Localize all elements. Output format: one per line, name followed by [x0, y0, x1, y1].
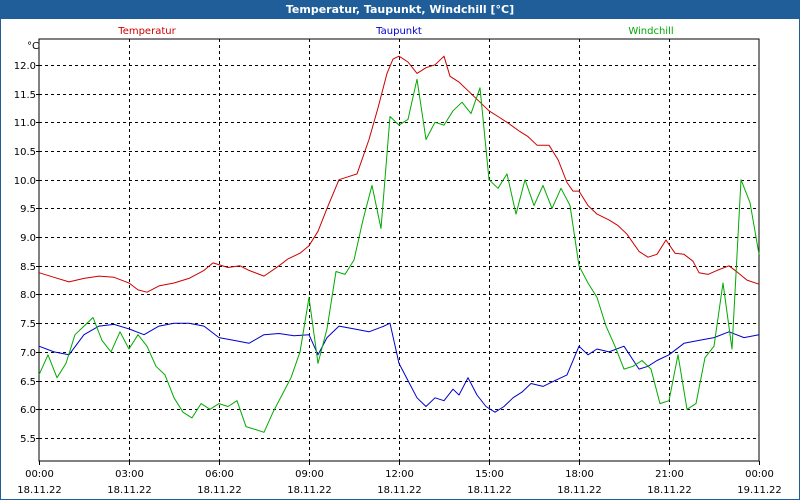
y-tick-label: 8.0 — [20, 290, 36, 301]
x-tick-time-label: 00:00 — [25, 469, 54, 480]
y-tick-label: 9.5 — [20, 204, 36, 215]
x-tick-date-label: 18.11.22 — [287, 485, 332, 496]
y-tick-label: 7.0 — [20, 348, 36, 359]
series-line-temperatur — [38, 55, 760, 293]
legend-entry-taupunkt: Taupunkt — [375, 26, 422, 37]
y-tick-label: 8.5 — [20, 262, 36, 273]
x-tick-time-label: 00:00 — [745, 469, 774, 480]
x-tick-date-label: 18.11.22 — [467, 485, 512, 496]
x-tick-date-label: 18.11.22 — [107, 485, 152, 496]
y-tick-label: 9.0 — [20, 233, 36, 244]
y-tick-label: 10.0 — [14, 176, 36, 187]
x-tick-date-label: 18.11.22 — [17, 485, 62, 496]
x-tick-time-label: 03:00 — [115, 469, 144, 480]
x-tick-date-label: 18.11.22 — [377, 485, 422, 496]
y-tick-label: 5.5 — [20, 434, 36, 445]
series-line-windchill — [38, 78, 760, 433]
y-tick-label: 7.5 — [20, 319, 36, 330]
y-tick-label: 11.5 — [14, 90, 36, 101]
x-tick-date-label: 18.11.22 — [647, 485, 692, 496]
legend-entry-windchill: Windchill — [628, 26, 673, 37]
x-tick-time-label: 21:00 — [655, 469, 684, 480]
y-tick-label: 11.0 — [14, 118, 36, 129]
series-line-taupunkt — [38, 322, 760, 413]
x-tick-date-label: 18.11.22 — [197, 485, 242, 496]
x-tick-date-label: 18.11.22 — [557, 485, 602, 496]
y-tick-label: 10.5 — [14, 147, 36, 158]
y-axis-label: °C — [27, 41, 39, 52]
legend-entry-temperatur: Temperatur — [117, 26, 176, 37]
x-tick-time-label: 12:00 — [385, 469, 414, 480]
x-tick-time-label: 06:00 — [205, 469, 234, 480]
y-tick-label: 6.5 — [20, 377, 36, 388]
x-tick-time-label: 15:00 — [475, 469, 504, 480]
x-tick-time-label: 18:00 — [565, 469, 594, 480]
x-tick-date-label: 19.11.22 — [737, 485, 782, 496]
window-title: Temperatur, Taupunkt, Windchill [°C] — [1, 1, 799, 19]
y-tick-label: 12.0 — [14, 61, 36, 72]
x-tick-time-label: 09:00 — [295, 469, 324, 480]
y-tick-label: 6.0 — [20, 405, 36, 416]
